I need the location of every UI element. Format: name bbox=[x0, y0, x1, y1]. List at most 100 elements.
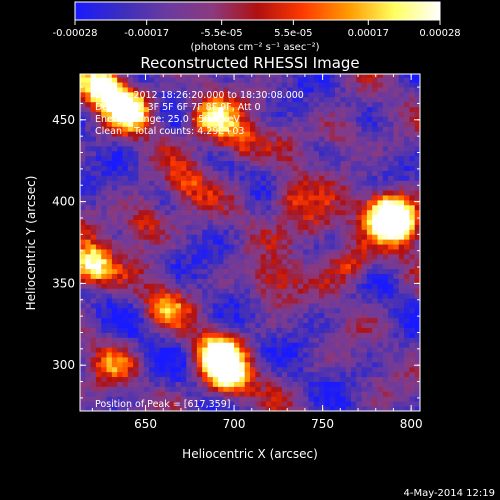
heatmap-cell bbox=[111, 121, 118, 127]
heatmap-cell bbox=[260, 175, 267, 181]
heatmap-cell bbox=[308, 150, 315, 157]
heatmap-cell bbox=[388, 273, 394, 279]
heatmap-cell bbox=[308, 199, 315, 206]
heatmap-cell bbox=[340, 371, 347, 378]
heatmap-cell bbox=[313, 219, 320, 225]
heatmap-cell bbox=[143, 111, 150, 117]
heatmap-cell bbox=[287, 391, 293, 397]
heatmap-cell bbox=[271, 253, 277, 260]
heatmap-cell bbox=[170, 136, 177, 142]
heatmap-cell bbox=[281, 131, 288, 137]
heatmap-cell bbox=[393, 74, 400, 78]
heatmap-cell bbox=[255, 82, 262, 88]
heatmap-cell bbox=[281, 126, 288, 132]
heatmap-cell bbox=[324, 258, 331, 265]
heatmap-cell bbox=[329, 185, 336, 191]
heatmap-cell bbox=[180, 199, 187, 206]
heatmap-cell bbox=[244, 165, 251, 171]
heatmap-cell bbox=[276, 327, 283, 333]
heatmap-cell bbox=[212, 322, 219, 328]
heatmap-cell bbox=[127, 381, 134, 387]
heatmap-cell bbox=[133, 386, 139, 392]
heatmap-cell bbox=[180, 249, 187, 255]
heatmap-cell bbox=[154, 116, 161, 122]
heatmap-cell bbox=[196, 298, 203, 304]
heatmap-cell bbox=[414, 145, 420, 152]
heatmap-cell bbox=[319, 401, 325, 407]
heatmap-cell bbox=[292, 337, 299, 343]
heatmap-cell bbox=[170, 170, 177, 176]
heatmap-cell bbox=[218, 180, 224, 186]
heatmap-cell bbox=[149, 150, 155, 157]
heatmap-cell bbox=[255, 268, 262, 274]
heatmap-cell bbox=[85, 371, 92, 378]
heatmap-cell bbox=[149, 366, 155, 373]
heatmap-cell bbox=[350, 312, 357, 319]
heatmap-cell bbox=[382, 366, 389, 373]
heatmap-cell bbox=[313, 386, 320, 392]
heatmap-cell bbox=[287, 386, 293, 392]
heatmap-cell bbox=[271, 317, 277, 324]
heatmap-cell bbox=[234, 180, 240, 186]
heatmap-cell bbox=[85, 347, 92, 353]
heatmap-cell bbox=[260, 347, 267, 353]
heatmap-cell bbox=[143, 278, 150, 284]
heatmap-cell bbox=[329, 406, 336, 411]
heatmap-cell bbox=[170, 357, 177, 363]
heatmap-cell bbox=[202, 111, 208, 117]
heatmap-cell bbox=[85, 327, 92, 333]
heatmap-cell bbox=[350, 126, 357, 132]
heatmap-cell bbox=[212, 401, 219, 407]
heatmap-cell bbox=[223, 82, 230, 88]
heatmap-cell bbox=[292, 317, 299, 324]
heatmap-cell bbox=[159, 87, 166, 93]
heatmap-cell bbox=[319, 121, 325, 127]
heatmap-cell bbox=[372, 401, 378, 407]
heatmap-cell bbox=[234, 263, 240, 270]
heatmap-cell bbox=[340, 180, 347, 186]
heatmap-cell bbox=[409, 121, 416, 127]
heatmap-cell bbox=[340, 263, 347, 270]
heatmap-cell bbox=[335, 288, 341, 294]
heatmap-cell bbox=[398, 219, 405, 225]
heatmap-cell bbox=[414, 406, 420, 411]
heatmap-cell bbox=[250, 165, 256, 171]
heatmap-cell bbox=[196, 396, 203, 402]
heatmap-cell bbox=[393, 322, 400, 328]
heatmap-cell bbox=[393, 204, 400, 211]
heatmap-cell bbox=[372, 293, 378, 299]
heatmap-cell bbox=[297, 244, 304, 250]
heatmap-cell bbox=[287, 101, 293, 108]
heatmap-cell bbox=[404, 361, 410, 368]
heatmap-cell bbox=[95, 288, 102, 294]
heatmap-cell bbox=[180, 273, 187, 279]
heatmap-cell bbox=[414, 204, 420, 211]
heatmap-cell bbox=[398, 160, 405, 167]
heatmap-cell bbox=[175, 347, 182, 353]
heatmap-cell bbox=[143, 386, 150, 392]
heatmap-cell bbox=[276, 371, 283, 378]
heatmap-cell bbox=[324, 332, 331, 338]
heatmap-cell bbox=[117, 101, 123, 108]
heatmap-cell bbox=[117, 180, 123, 186]
heatmap-cell bbox=[372, 332, 378, 338]
heatmap-cell bbox=[287, 293, 293, 299]
heatmap-cell bbox=[143, 145, 150, 152]
heatmap-cell bbox=[319, 116, 325, 122]
heatmap-cell bbox=[90, 121, 97, 127]
heatmap-cell bbox=[95, 381, 102, 387]
heatmap-cell bbox=[196, 195, 203, 201]
heatmap-cell bbox=[329, 253, 336, 260]
heatmap-cell bbox=[165, 229, 171, 235]
heatmap-cell bbox=[202, 234, 208, 240]
heatmap-cell bbox=[95, 126, 102, 132]
heatmap-cell bbox=[319, 96, 325, 103]
heatmap-cell bbox=[319, 180, 325, 186]
heatmap-cell bbox=[356, 145, 362, 152]
heatmap-cell bbox=[143, 170, 150, 176]
heatmap-cell bbox=[260, 366, 267, 373]
heatmap-cell bbox=[138, 268, 145, 274]
heatmap-cell bbox=[308, 293, 315, 299]
heatmap-cell bbox=[361, 401, 368, 407]
heatmap-cell bbox=[265, 155, 272, 162]
